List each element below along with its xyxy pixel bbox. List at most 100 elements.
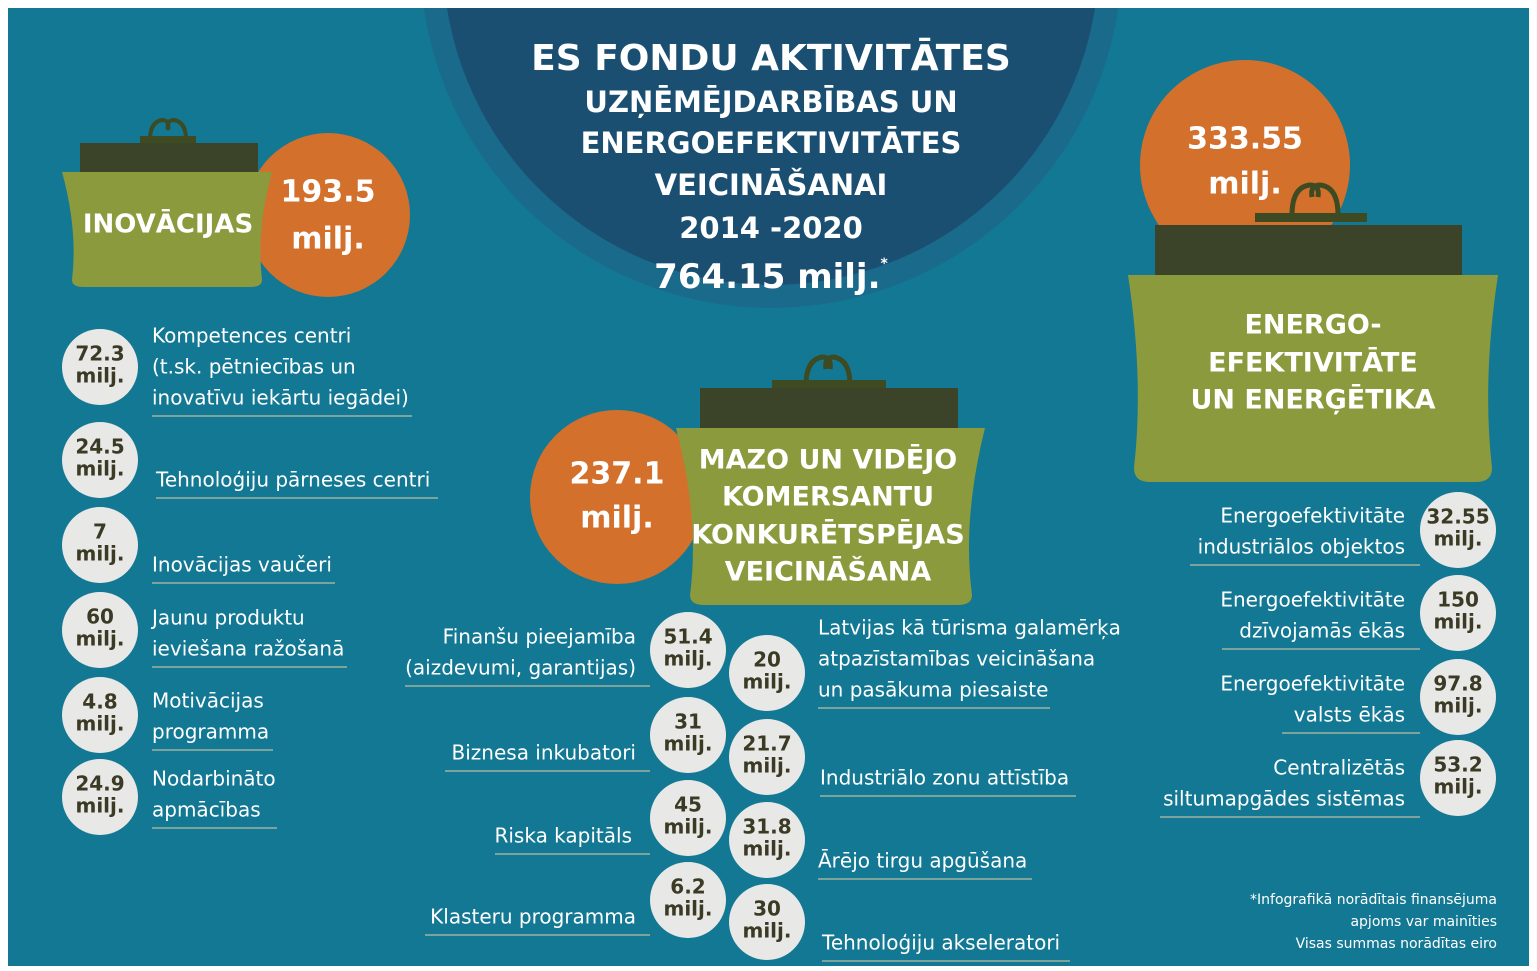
- item-label: inovatīvu iekārtu iegādei): [152, 386, 409, 410]
- amount-bubble: [650, 862, 726, 938]
- item-amount: milj.: [663, 732, 712, 756]
- item-amount: milj.: [75, 542, 124, 566]
- purse: [1128, 182, 1498, 482]
- group-name: UN ENERĢĒTIKA: [1190, 384, 1435, 416]
- amount-bubble: [62, 592, 138, 668]
- group-amount: 237.1: [570, 457, 665, 492]
- group-amount: 193.5: [281, 175, 376, 210]
- item-label: Latvijas kā tūrisma galamērķa: [818, 616, 1121, 640]
- purse: [62, 117, 272, 287]
- item-label: Energoefektivitāte: [1220, 672, 1405, 696]
- item-label: (t.sk. pētniecības un: [152, 355, 356, 379]
- item-amount: 150: [1437, 588, 1479, 612]
- group-name: EFEKTIVITĀTE: [1208, 347, 1418, 379]
- item-label: apmācības: [152, 798, 261, 822]
- item-label: Industriālo zonu attīstība: [820, 766, 1069, 790]
- subtitle: VEICINĀŠANAI: [655, 168, 888, 202]
- item-amount: 72.3: [75, 342, 124, 366]
- item-amount: milj.: [663, 815, 712, 839]
- item-label: Biznesa inkubatori: [452, 741, 636, 765]
- item-amount: milj.: [742, 919, 791, 943]
- item-label: Ārējo tirgu apgūšana: [818, 849, 1027, 873]
- item-label: Riska kapitāls: [494, 824, 632, 848]
- item-label: Jaunu produktu: [150, 606, 305, 630]
- item-label: Klasteru programma: [430, 905, 636, 929]
- item-amount: 32.55: [1426, 505, 1489, 529]
- total-value: 764.15 milj.: [654, 257, 880, 297]
- item-label: dzīvojamās ēkās: [1239, 619, 1405, 643]
- item-label: (aizdevumi, garantijas): [405, 656, 636, 680]
- item-label: siltumapgādes sistēmas: [1163, 787, 1405, 811]
- amount-bubble: [62, 759, 138, 835]
- item-amount: milj.: [742, 670, 791, 694]
- group-amount: milj.: [580, 501, 654, 536]
- item-amount: milj.: [75, 364, 124, 388]
- amount-bubble: [650, 612, 726, 688]
- top-margin: [0, 0, 1537, 8]
- title: ES FONDU AKTIVITĀTES: [531, 37, 1011, 79]
- amount-bubble: [650, 780, 726, 856]
- item-amount: 51.4: [663, 625, 712, 649]
- amount-circle: [530, 410, 704, 584]
- item-amount: milj.: [1433, 775, 1482, 799]
- amount-bubble: [1420, 740, 1496, 816]
- amount-bubble: [650, 697, 726, 773]
- item-label: Tehnoloģiju pārneses centri: [155, 468, 430, 492]
- item-label: un pasākuma piesaiste: [818, 678, 1048, 702]
- footnote: Visas summas norādītas eiro: [1296, 936, 1497, 952]
- amount-bubble: [729, 884, 805, 960]
- item-amount: 7: [93, 520, 107, 544]
- item-amount: milj.: [75, 457, 124, 481]
- item-amount: milj.: [742, 837, 791, 861]
- item-amount: 45: [674, 793, 702, 817]
- item-amount: 53.2: [1433, 753, 1482, 777]
- subtitle: 2014 -2020: [679, 211, 863, 245]
- amount-bubble: [62, 422, 138, 498]
- item-amount: milj.: [663, 647, 712, 671]
- item-label: Inovācijas vaučeri: [152, 553, 332, 577]
- item-label: Finanšu pieejamība: [443, 625, 636, 649]
- footnote: apjoms var mainīties: [1350, 914, 1497, 930]
- group-name: KOMERSANTU: [722, 482, 934, 513]
- item-label: valsts ēkās: [1294, 703, 1405, 727]
- group-name: KONKURĒTSPĒJAS: [691, 519, 964, 551]
- group-amount: 333.55: [1187, 122, 1303, 157]
- item-amount: milj.: [75, 712, 124, 736]
- group-amount: milj.: [291, 222, 365, 257]
- item-amount: 97.8: [1433, 672, 1482, 696]
- item-label: Energoefektivitāte: [1220, 504, 1405, 528]
- item-amount: milj.: [663, 897, 712, 921]
- group-name: VEICINĀŠANA: [725, 556, 932, 588]
- item-amount: 4.8: [82, 690, 117, 714]
- item-amount: milj.: [75, 627, 124, 651]
- amount-bubble: [62, 507, 138, 583]
- item-label: Centralizētās: [1273, 756, 1405, 780]
- item-label: Tehnoloģiju akseleratori: [821, 931, 1060, 955]
- item-label: Energoefektivitāte: [1220, 588, 1405, 612]
- item-amount: 31: [674, 710, 702, 734]
- item-amount: 30: [753, 897, 781, 921]
- item-label: industriālos objektos: [1198, 535, 1405, 559]
- group-name: INOVĀCIJAS: [83, 208, 253, 240]
- amount-bubble: [1420, 575, 1496, 651]
- amount-bubble: [1420, 659, 1496, 735]
- item-amount: 6.2: [670, 875, 705, 899]
- amount-bubble: [729, 719, 805, 795]
- item-label: Nodarbināto: [152, 767, 276, 791]
- total-mark: *: [881, 256, 889, 272]
- item-amount: 24.5: [75, 435, 124, 459]
- item-label: atpazīstamības veicināšana: [818, 647, 1095, 671]
- amount-bubble: [62, 329, 138, 405]
- item-amount: 20: [753, 648, 781, 672]
- item-amount: milj.: [742, 754, 791, 778]
- amount-bubble: [62, 677, 138, 753]
- group-amount: milj.: [1208, 167, 1282, 202]
- group-name: ENERGO-: [1244, 310, 1381, 341]
- item-amount: 60: [86, 605, 114, 629]
- group-name: MAZO UN VIDĒJO: [699, 444, 957, 476]
- item-label: Motivācijas: [152, 689, 264, 713]
- amount-bubble: [729, 635, 805, 711]
- item-amount: 21.7: [742, 732, 791, 756]
- item-label: programma: [152, 720, 269, 744]
